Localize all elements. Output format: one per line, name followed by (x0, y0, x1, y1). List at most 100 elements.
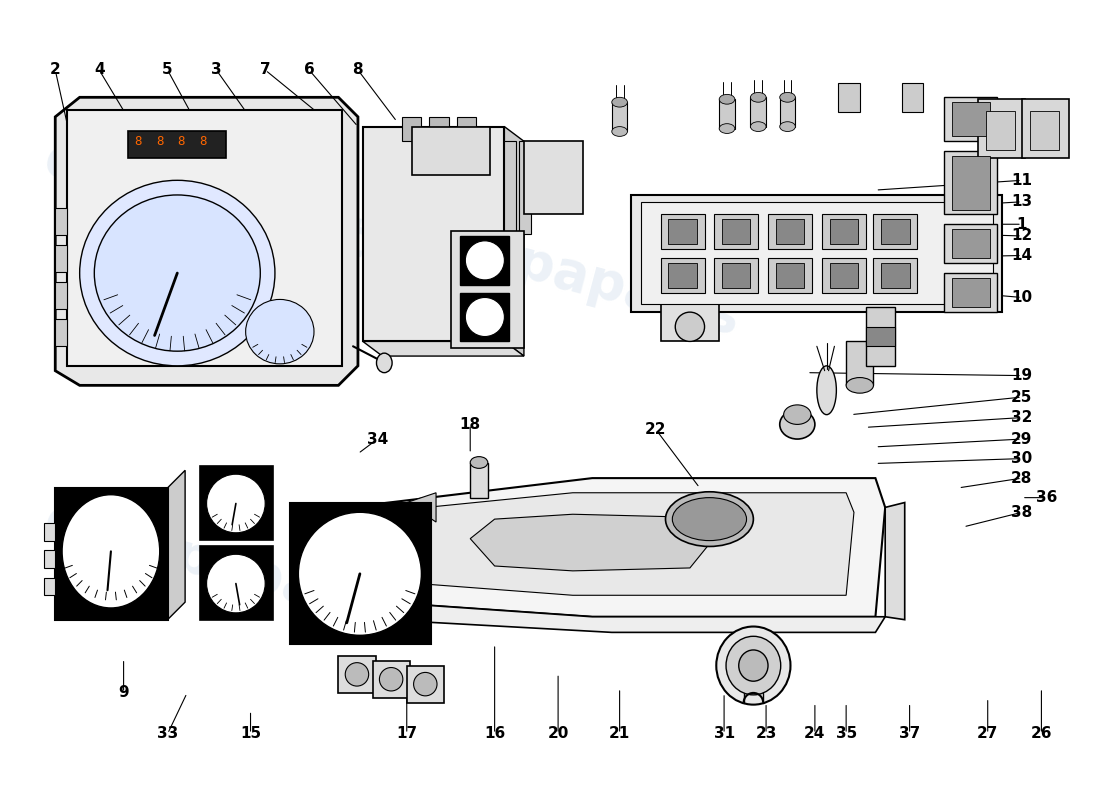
Text: 5: 5 (162, 62, 173, 78)
Bar (952, 229, 990, 258)
Text: 34: 34 (366, 431, 388, 446)
Ellipse shape (719, 124, 735, 134)
Ellipse shape (465, 298, 505, 337)
Ellipse shape (783, 405, 811, 425)
Bar (524, 142, 583, 214)
Text: 26: 26 (1031, 726, 1053, 742)
Text: 21: 21 (609, 726, 630, 742)
Bar (986, 111, 1015, 150)
Bar (373, 661, 409, 698)
Bar (776, 263, 804, 288)
Text: 8: 8 (134, 134, 142, 148)
Bar (44, 578, 55, 595)
Bar (881, 263, 910, 288)
Ellipse shape (414, 673, 437, 696)
Ellipse shape (817, 366, 836, 414)
Bar (55, 488, 167, 620)
Text: 6: 6 (304, 62, 315, 78)
Ellipse shape (750, 122, 766, 131)
Bar (838, 82, 860, 112)
Text: 31: 31 (714, 726, 735, 742)
Polygon shape (886, 502, 904, 620)
Bar (456, 117, 476, 142)
Bar (55, 282, 67, 309)
Text: europaparts: europaparts (381, 494, 746, 638)
Text: 32: 32 (1011, 410, 1033, 425)
Bar (1030, 111, 1059, 150)
Bar (902, 82, 923, 112)
Polygon shape (349, 478, 886, 617)
Ellipse shape (207, 474, 265, 533)
Text: 8: 8 (353, 62, 363, 78)
Text: 28: 28 (1011, 470, 1033, 486)
Bar (944, 151, 998, 214)
Ellipse shape (62, 494, 160, 608)
Polygon shape (55, 98, 358, 386)
Bar (411, 126, 490, 175)
Text: 22: 22 (645, 422, 667, 437)
Bar (829, 263, 858, 288)
Ellipse shape (750, 93, 766, 102)
Polygon shape (407, 493, 436, 522)
Bar (661, 293, 719, 342)
Polygon shape (377, 493, 854, 595)
Text: 18: 18 (460, 417, 481, 432)
Text: 16: 16 (484, 726, 505, 742)
Bar (461, 236, 509, 285)
Text: 17: 17 (396, 726, 417, 742)
Ellipse shape (780, 93, 795, 102)
Bar (952, 102, 990, 136)
Text: 8: 8 (177, 134, 185, 148)
Bar (846, 342, 873, 386)
Bar (881, 219, 910, 244)
Text: 8: 8 (156, 134, 164, 148)
Bar (944, 98, 998, 142)
Text: europaparts: europaparts (39, 133, 404, 277)
Text: 2: 2 (50, 62, 60, 78)
Ellipse shape (666, 492, 754, 546)
Text: 37: 37 (899, 726, 921, 742)
Text: 33: 33 (157, 726, 178, 742)
Bar (55, 245, 67, 272)
Ellipse shape (465, 241, 505, 280)
Text: 30: 30 (1011, 451, 1033, 466)
Text: europaparts: europaparts (39, 494, 404, 638)
Bar (669, 263, 696, 288)
Bar (429, 117, 449, 142)
Text: 7: 7 (260, 62, 271, 78)
Bar (669, 219, 696, 244)
Bar (1022, 99, 1069, 158)
Ellipse shape (79, 180, 275, 366)
Ellipse shape (379, 667, 403, 691)
Bar (44, 550, 55, 568)
Bar (750, 98, 766, 126)
Bar (44, 523, 55, 541)
Bar (822, 258, 866, 293)
Bar (363, 126, 505, 342)
Text: 36: 36 (1035, 490, 1057, 505)
Ellipse shape (739, 650, 768, 682)
Ellipse shape (298, 512, 421, 635)
Bar (200, 466, 273, 540)
Ellipse shape (672, 498, 747, 541)
Ellipse shape (780, 122, 795, 131)
Ellipse shape (716, 626, 791, 705)
Bar (719, 99, 735, 129)
Ellipse shape (846, 378, 873, 393)
Ellipse shape (612, 126, 627, 136)
Ellipse shape (207, 554, 265, 613)
Text: 13: 13 (1011, 194, 1033, 210)
Bar (873, 214, 917, 249)
Polygon shape (505, 126, 524, 356)
Bar (873, 258, 917, 293)
Polygon shape (470, 514, 719, 571)
Ellipse shape (780, 410, 815, 439)
Text: 19: 19 (1011, 368, 1033, 383)
Bar (829, 219, 858, 244)
Text: 9: 9 (119, 686, 129, 701)
Text: 8: 8 (199, 134, 207, 148)
Bar (866, 307, 895, 366)
Bar (451, 231, 524, 348)
Ellipse shape (612, 98, 627, 107)
Ellipse shape (345, 662, 368, 686)
